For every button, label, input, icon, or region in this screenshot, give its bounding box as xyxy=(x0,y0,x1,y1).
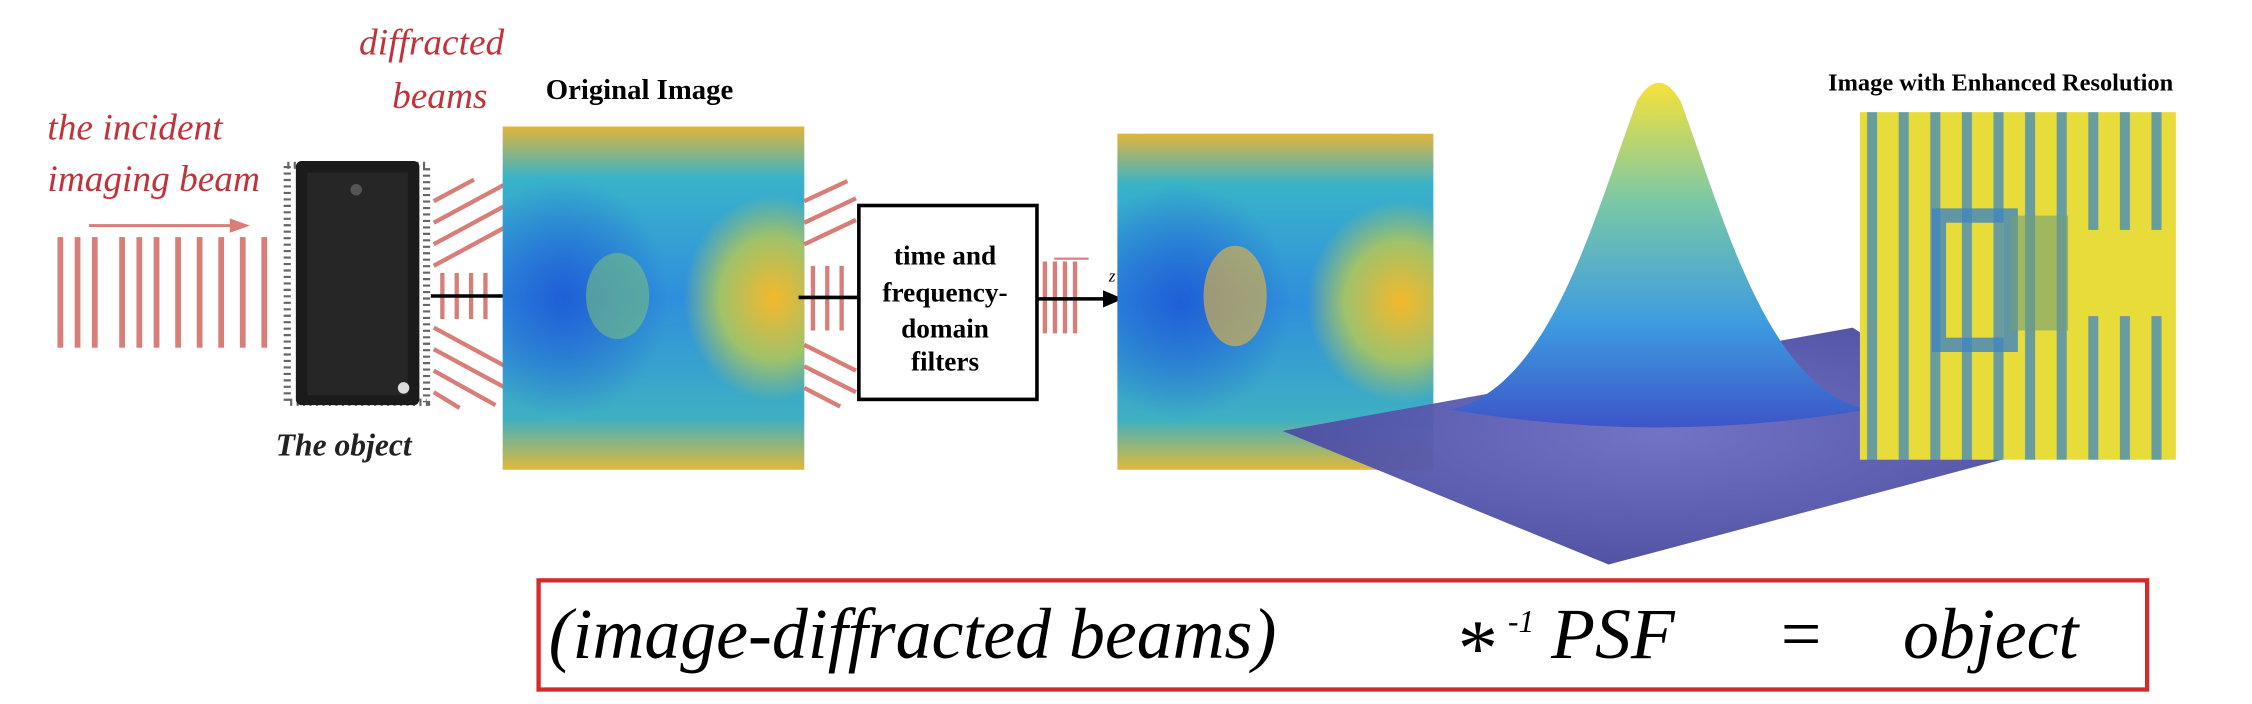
diffracted-label: diffracted xyxy=(359,23,504,64)
original-image-label: Original Image xyxy=(546,74,733,106)
filter-label: frequency- xyxy=(882,278,1007,308)
formula-left: (image-diffracted beams) xyxy=(549,594,1277,674)
filtered-beam xyxy=(1042,257,1089,334)
object-label: The object xyxy=(276,427,413,462)
psf-surface xyxy=(1282,82,2040,565)
formula-exponent: -1 xyxy=(1508,604,1534,639)
incident-label: imaging beam xyxy=(47,159,260,200)
incident-beam xyxy=(57,237,268,348)
filter-label: domain xyxy=(901,314,989,344)
enhanced-label: Image with Enhanced Resolution xyxy=(1828,70,2174,97)
formula-equals: = xyxy=(1781,594,1822,674)
formula-right: object xyxy=(1903,594,2080,674)
formula-operator: * xyxy=(1458,604,1498,693)
filter-label: filters xyxy=(911,347,979,377)
object-chip xyxy=(283,160,431,406)
beam-arrow xyxy=(89,218,250,233)
incident-label: the incident xyxy=(47,107,224,148)
formula-box xyxy=(536,578,2150,692)
original-image xyxy=(502,126,805,470)
z-arrow xyxy=(1036,290,1124,308)
diffracted-beams xyxy=(803,179,857,409)
enhanced-image xyxy=(1859,112,2176,460)
filter-box xyxy=(857,203,1039,402)
diffracted-label: beams xyxy=(392,76,487,117)
filter-label: time and xyxy=(894,240,996,270)
diffracted-beams xyxy=(432,177,507,410)
formula-kernel: PSF xyxy=(1550,594,1676,674)
axis-label: z xyxy=(1108,267,1116,286)
